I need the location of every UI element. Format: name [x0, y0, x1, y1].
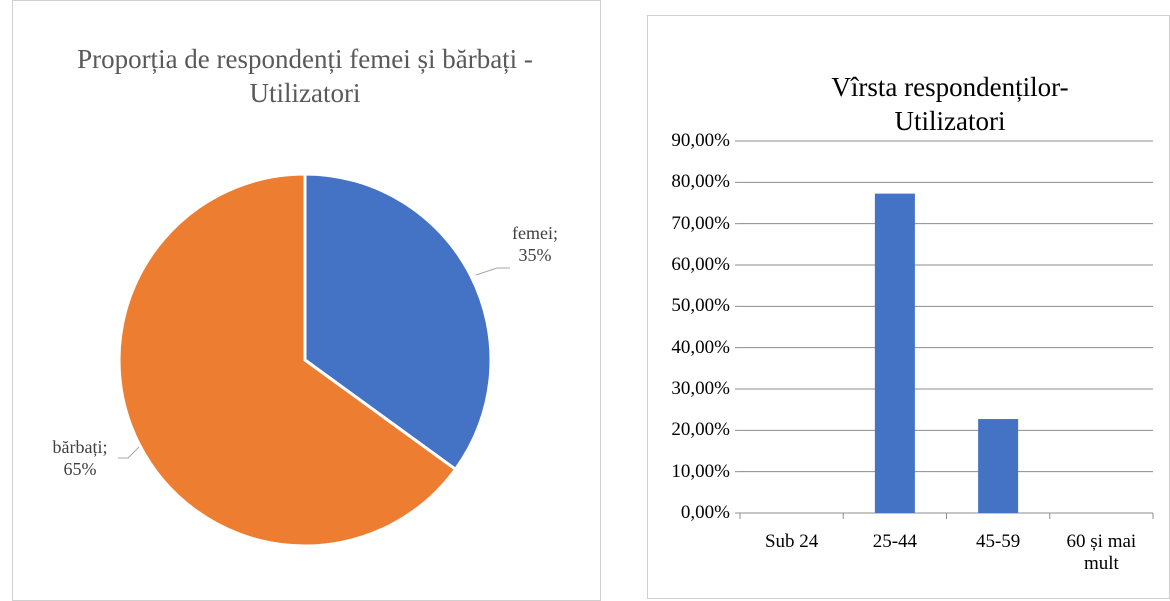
bar [874, 193, 915, 513]
x-tick-label: 60 și mai mult [1066, 531, 1137, 574]
pie-slice [303, 172, 493, 472]
pie-slice [117, 172, 458, 548]
data-label: bărbați; 65% [40, 436, 120, 480]
x-tick-label: 45-59 [975, 531, 1021, 552]
y-tick-label: 90,00% [671, 130, 730, 151]
y-tick-label: 60,00% [671, 254, 730, 275]
y-tick-label: 50,00% [671, 295, 730, 317]
y-tick-label: 30,00% [671, 378, 730, 399]
bar-title: Vîrsta respondenților-Utilizatori [831, 72, 1069, 136]
y-tick-label: 0,00% [680, 502, 730, 523]
y-tick-label: 40,00% [671, 336, 730, 358]
y-tick-label: 70,00% [671, 212, 730, 234]
bar [978, 419, 1019, 513]
value-label: 35% [518, 245, 552, 265]
y-tick-label: 20,00% [671, 419, 730, 441]
value-label: 65% [63, 459, 97, 479]
y-tick-label: 80,00% [671, 171, 730, 193]
leader-line [118, 445, 141, 459]
data-label: femei; 35% [495, 222, 575, 266]
category-name: femei [512, 223, 553, 243]
label-separator: ; [552, 223, 558, 243]
x-tick-label: Sub 24 [764, 531, 819, 552]
category-name: bărbați [52, 437, 103, 457]
label-separator: ; [102, 437, 108, 457]
x-tick-label: 25-44 [872, 531, 918, 552]
pie-title: Proporția de respondenți femei și bărbaț… [77, 44, 533, 108]
leader-line [475, 267, 510, 276]
y-tick-label: 10,00% [671, 460, 730, 482]
